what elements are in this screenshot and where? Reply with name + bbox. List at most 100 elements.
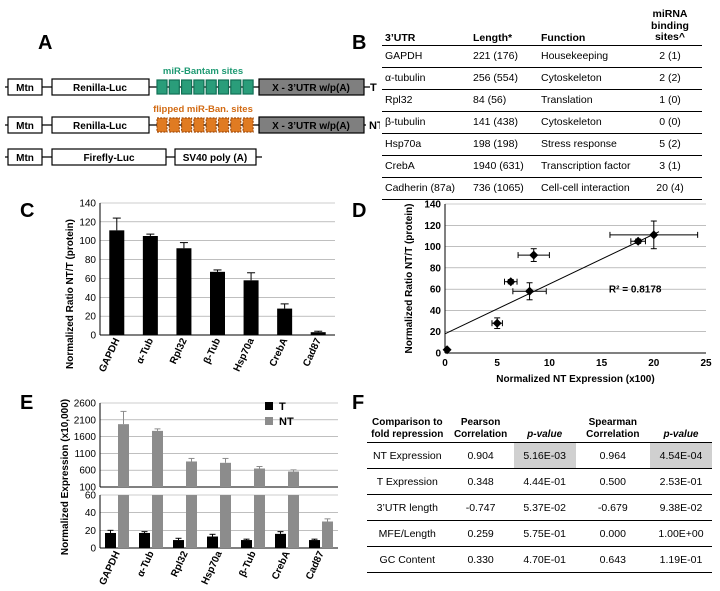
panel-letter-d: D — [352, 200, 367, 222]
table-row: GAPDH 221 (176) Housekeeping 2 (1) — [382, 45, 702, 68]
mirna-sites-cell: 0 (0) — [638, 111, 702, 134]
y-tick-label: 20 — [85, 526, 97, 537]
table-row: Rpl32 84 (56) Translation 1 (0) — [382, 89, 702, 112]
bar-nt-upper — [220, 462, 231, 487]
length-cell: 198 (198) — [470, 133, 538, 156]
mirna-sites-cell: 20 (4) — [638, 177, 702, 200]
function-cell: Cytoskeleton — [538, 67, 638, 90]
y-tick-label: 60 — [85, 491, 97, 502]
mtn-label: Mtn — [16, 83, 34, 94]
y-axis-title: Normalized Expression (x10,000) — [60, 399, 71, 555]
x-tick-label: CrebA — [268, 337, 291, 369]
function-cell: Transcription factor — [538, 155, 638, 178]
data-point — [442, 345, 452, 355]
y-tick-label: 60 — [85, 274, 97, 285]
bar-t — [309, 540, 320, 548]
function-cell: Cytoskeleton — [538, 111, 638, 134]
table-row: Cadherin (87a) 736 (1065) Cell-cell intera… — [382, 177, 702, 200]
legend-label-t: T — [279, 401, 286, 413]
renilla-luc-box — [51, 78, 150, 96]
panel-letter-f: F — [352, 392, 365, 414]
length-cell: 1940 (631) — [470, 155, 538, 178]
binding-site-box — [181, 79, 193, 95]
x-tick-label: β-Tub — [237, 550, 258, 579]
comparison-cell: NT Expression — [367, 442, 448, 469]
mtn-promoter-box — [7, 148, 43, 166]
trend-line — [444, 231, 660, 335]
binding-site-box — [205, 79, 217, 95]
mtn-label: Mtn — [16, 153, 34, 164]
y-tick-label: 100 — [79, 236, 96, 247]
x-tick-label: 15 — [596, 358, 608, 369]
utr-name-cell: GAPDH — [382, 45, 470, 68]
pearson-cell: 0.348 — [447, 468, 514, 495]
x-tick-label: 5 — [494, 358, 500, 369]
data-point — [506, 277, 516, 287]
comparison-cell: 3’UTR length — [367, 494, 448, 521]
y-tick-label: 0 — [435, 349, 441, 360]
utr-name-cell: α-tubulin — [382, 67, 470, 90]
panel-letter-e: E — [20, 392, 34, 414]
x-tick-label: α-Tub — [135, 550, 156, 579]
comparison-cell: GC Content — [367, 546, 448, 573]
bar-nt-upper — [152, 430, 163, 487]
pearson-pvalue-cell: 5.16E-03 — [513, 442, 576, 469]
col-header-pvalue-spearman: p-value — [649, 415, 712, 443]
mirna-sites-cell: 5 (2) — [638, 133, 702, 156]
binding-site-box — [168, 79, 180, 95]
bar — [210, 271, 225, 335]
bar-t — [173, 540, 184, 548]
length-cell: 84 (56) — [470, 89, 538, 112]
y-tick-label: 1100 — [74, 449, 96, 460]
bar-nt-upper — [288, 471, 299, 487]
data-point — [649, 230, 659, 240]
mtn-promoter-box — [7, 78, 43, 96]
pearson-cell: 0.259 — [447, 520, 514, 547]
x-tick-label: 25 — [700, 358, 712, 369]
x-tick-label: Hsp70a — [200, 549, 225, 586]
spearman-cell: 0.500 — [575, 468, 650, 495]
bar-nt-lower — [152, 495, 163, 548]
function-cell: Cell-cell interaction — [538, 177, 638, 200]
y-tick-label: 140 — [424, 200, 441, 211]
mirna-sites-cell: 1 (0) — [638, 89, 702, 112]
bar-nt-upper — [118, 424, 129, 487]
firefly-luc-box — [51, 148, 167, 166]
function-cell: Housekeeping — [538, 45, 638, 68]
y-tick-label: 40 — [85, 293, 97, 304]
y-tick-label: 600 — [79, 466, 96, 477]
pearson-cell: 0.330 — [447, 546, 514, 573]
col-header-length: Length* — [470, 8, 538, 46]
table-row: α-tubulin 256 (554) Cytoskeleton 2 (2) — [382, 67, 702, 90]
utr-info-table: 3’UTR Length* Function miRNA binding sit… — [382, 8, 702, 200]
mirna-sites-cell: 3 (1) — [638, 155, 702, 178]
x-tick-label: Rpl32 — [169, 549, 191, 579]
bar — [243, 280, 259, 335]
col-header-function: Function — [538, 8, 638, 46]
pearson-pvalue-cell: 4.44E-01 — [513, 468, 576, 495]
function-cell: Translation — [538, 89, 638, 112]
x-tick-label: Cad87 — [301, 336, 324, 368]
table-row: β-tubulin 141 (438) Cytoskeleton 0 (0) — [382, 111, 702, 134]
data-point — [633, 236, 643, 246]
spearman-cell: 0.964 — [575, 442, 650, 469]
y-tick-label: 140 — [79, 199, 96, 210]
x-tick-label: Hsp70a — [232, 336, 257, 373]
x-tick-label: GAPDH — [97, 550, 122, 587]
binding-site-box — [230, 79, 242, 95]
utr-name-cell: β-tubulin — [382, 111, 470, 134]
y-tick-label: 40 — [430, 306, 442, 317]
panel-letter-c: C — [20, 200, 35, 222]
data-point — [525, 286, 535, 296]
function-cell: Stress response — [538, 133, 638, 156]
sites-label-flipped: flipped miR-Ban. sites — [153, 104, 253, 115]
spearman-cell: -0.679 — [575, 494, 650, 521]
table-row: NT Expression 0.904 5.16E-03 0.964 4.54E-04 — [367, 442, 712, 469]
binding-site-box — [156, 79, 168, 95]
bar-nt-lower — [220, 495, 231, 548]
x-tick-label: Rpl32 — [168, 336, 190, 366]
bar — [142, 236, 158, 335]
length-cell: 141 (438) — [470, 111, 538, 134]
sv40-polya-label: SV40 poly (A) — [183, 153, 247, 164]
pearson-pvalue-cell: 5.75E-01 — [513, 520, 576, 547]
